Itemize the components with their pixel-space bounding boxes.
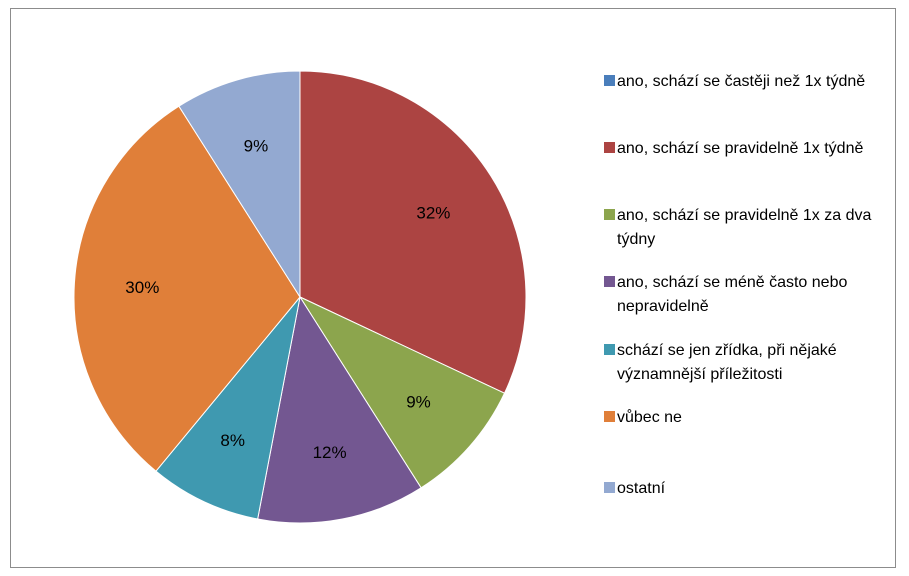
pie-slice — [73, 105, 301, 472]
slice-data-label: 30% — [125, 278, 159, 297]
legend-label: ano, schází se pravidelně 1x týdně — [617, 140, 864, 157]
legend-label: ostatní — [617, 480, 666, 497]
legend-label: vůbec ne — [617, 409, 682, 426]
pie-slice — [299, 70, 527, 394]
legend-swatch — [604, 142, 615, 153]
slice-data-label: 12% — [313, 443, 347, 462]
slice-data-label: 9% — [244, 136, 269, 155]
pie-slice — [178, 70, 301, 299]
legend-swatch — [604, 209, 615, 220]
legend-label: ano, schází se pravidelně 1x za dva týdn… — [617, 207, 872, 248]
legend-label: ano, schází se častěji než 1x týdně — [617, 73, 866, 90]
slice-data-label: 9% — [406, 393, 431, 412]
legend-swatch — [604, 482, 615, 493]
pie-slice — [257, 295, 422, 524]
legend-swatch — [604, 75, 615, 86]
slice-data-label: 32% — [416, 203, 450, 222]
legend-swatch — [604, 276, 615, 287]
pie-slice — [298, 295, 506, 489]
legend-label: schází se jen zřídka, při nějaké významn… — [617, 342, 837, 383]
legend-swatch — [604, 411, 615, 422]
pie-slice — [155, 296, 301, 520]
legend-swatch — [604, 344, 615, 355]
slice-data-label: 8% — [220, 431, 245, 450]
legend-label: ano, schází se méně často nebo nepravide… — [617, 274, 848, 315]
